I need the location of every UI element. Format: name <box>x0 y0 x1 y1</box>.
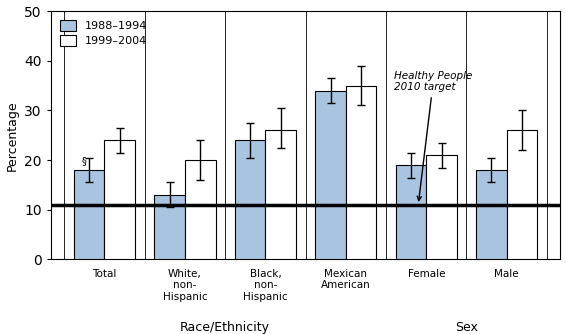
Bar <box>74 170 105 260</box>
Bar <box>507 130 537 260</box>
Bar <box>315 91 346 260</box>
Legend: 1988–1994, 1999–2004: 1988–1994, 1999–2004 <box>57 17 151 49</box>
Bar <box>155 195 185 260</box>
Bar <box>185 160 216 260</box>
Text: §: § <box>82 156 87 166</box>
Y-axis label: Percentage: Percentage <box>6 100 19 171</box>
Bar <box>105 140 135 260</box>
Bar <box>426 155 457 260</box>
Text: Race/Ethnicity: Race/Ethnicity <box>180 321 270 334</box>
Text: Healthy People
2010 target: Healthy People 2010 target <box>394 71 473 200</box>
Bar <box>235 140 265 260</box>
Bar <box>265 130 296 260</box>
Text: Sex: Sex <box>455 321 478 334</box>
Bar <box>476 170 507 260</box>
Bar <box>346 86 376 260</box>
Bar <box>396 165 426 260</box>
